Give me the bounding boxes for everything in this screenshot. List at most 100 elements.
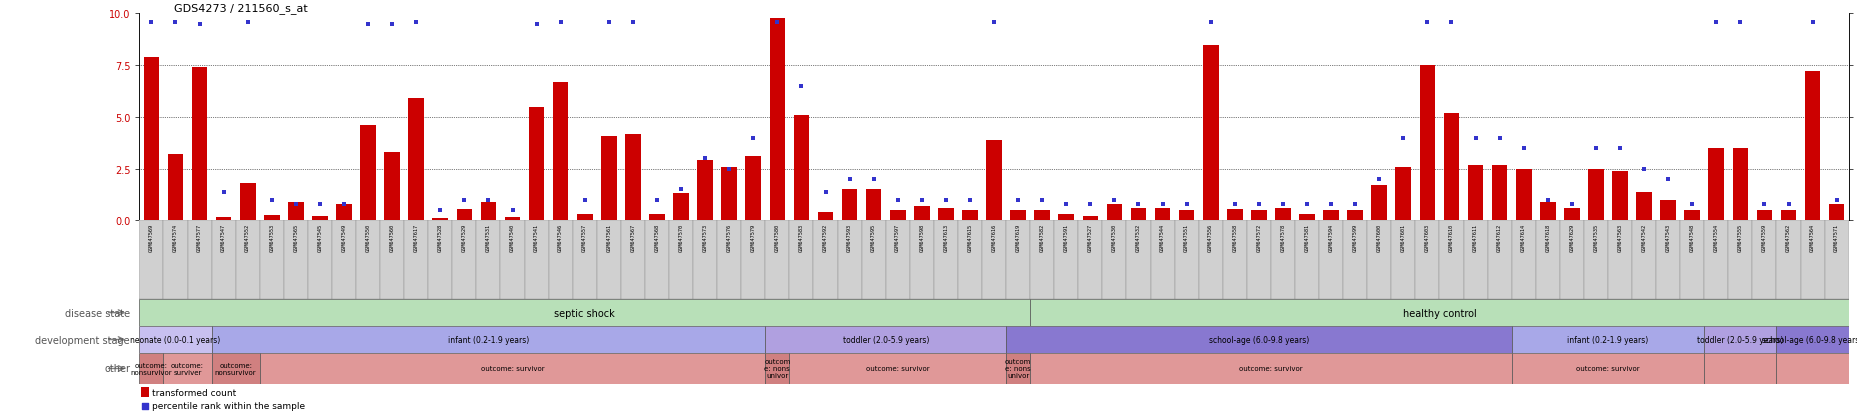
Text: transformed count: transformed count [152, 388, 236, 396]
Bar [1439, 221, 1463, 299]
Text: GSM647546: GSM647546 [557, 223, 563, 252]
Text: GSM647580: GSM647580 [774, 223, 780, 252]
Bar [427, 221, 451, 299]
Text: GSM647568: GSM647568 [654, 223, 659, 252]
Text: GSM647554: GSM647554 [1712, 223, 1718, 252]
Text: GSM647619: GSM647619 [1016, 223, 1019, 252]
Bar [1536, 221, 1560, 299]
Text: outcom
e: nons
univor: outcom e: nons univor [1005, 358, 1031, 379]
Text: GSM647572: GSM647572 [1255, 223, 1261, 252]
Bar [405, 221, 427, 299]
Text: GSM647553: GSM647553 [269, 223, 275, 252]
Text: school-age (6.0-9.8 years): school-age (6.0-9.8 years) [1209, 335, 1309, 344]
Text: GSM647550: GSM647550 [366, 223, 370, 252]
Text: development stage: development stage [35, 335, 130, 345]
Text: GSM647618: GSM647618 [1545, 223, 1549, 252]
Point [1653, 176, 1682, 183]
Text: GSM647543: GSM647543 [1664, 223, 1669, 252]
Bar [139, 299, 1029, 326]
Point [377, 21, 407, 28]
Bar [1588, 169, 1603, 221]
Bar [139, 353, 163, 384]
Bar [1246, 221, 1270, 299]
Point [1580, 145, 1610, 152]
Bar [1077, 221, 1101, 299]
Bar [1058, 215, 1073, 221]
Point [1677, 201, 1707, 208]
Bar [212, 221, 236, 299]
Point [1532, 197, 1562, 204]
Text: GSM647582: GSM647582 [1040, 223, 1044, 252]
Bar [1149, 221, 1174, 299]
Bar [1222, 221, 1246, 299]
Text: GDS4273 / 211560_s_at: GDS4273 / 211560_s_at [173, 4, 306, 14]
Point [449, 197, 479, 204]
Bar [817, 213, 834, 221]
Bar [696, 161, 713, 221]
Bar [1053, 221, 1077, 299]
Text: GSM647611: GSM647611 [1473, 223, 1478, 252]
Point [1266, 201, 1296, 208]
Bar [914, 206, 928, 221]
Bar [669, 221, 693, 299]
Text: outcome: survivor: outcome: survivor [481, 366, 544, 372]
Text: GSM647548: GSM647548 [1688, 223, 1694, 252]
Text: GSM647562: GSM647562 [1785, 223, 1790, 252]
Bar [1515, 169, 1530, 221]
Bar [1294, 221, 1318, 299]
Bar [1391, 221, 1415, 299]
Bar [1370, 186, 1387, 221]
Point [1075, 201, 1105, 208]
Bar [1775, 221, 1799, 299]
Text: toddler (2.0-5.9 years): toddler (2.0-5.9 years) [841, 335, 928, 344]
Bar [1512, 353, 1703, 384]
Point [906, 197, 936, 204]
Bar [1487, 221, 1512, 299]
Bar [1684, 211, 1699, 221]
Text: GSM647528: GSM647528 [438, 223, 442, 252]
Point [1027, 197, 1057, 204]
Bar [1153, 209, 1170, 221]
Bar [1660, 200, 1675, 221]
Text: GSM647599: GSM647599 [1352, 223, 1357, 252]
Bar [1029, 353, 1512, 384]
Bar [958, 221, 982, 299]
Point [979, 19, 1008, 26]
Bar [409, 99, 423, 221]
Text: school-age (6.0-9.8 years): school-age (6.0-9.8 years) [1762, 335, 1857, 344]
Point [1123, 201, 1153, 208]
Bar [215, 218, 232, 221]
Bar [475, 221, 500, 299]
Bar [163, 353, 212, 384]
Bar [841, 190, 856, 221]
Bar [672, 193, 689, 221]
Bar [1703, 353, 1775, 384]
Point [930, 197, 960, 204]
Text: GSM647573: GSM647573 [702, 223, 708, 252]
Bar [548, 221, 572, 299]
Bar [163, 221, 188, 299]
Point [954, 197, 984, 204]
Point [280, 201, 310, 208]
Bar [1606, 221, 1630, 299]
Point [570, 197, 600, 204]
Text: GSM647601: GSM647601 [1400, 223, 1406, 252]
Bar [648, 215, 665, 221]
Text: GSM647532: GSM647532 [1135, 223, 1140, 252]
Text: GSM647581: GSM647581 [1304, 223, 1309, 252]
Bar [1703, 221, 1727, 299]
Bar [1318, 221, 1343, 299]
Bar [1226, 210, 1242, 221]
Bar [962, 211, 977, 221]
Text: GSM647551: GSM647551 [1183, 223, 1188, 252]
Bar [1270, 221, 1294, 299]
Bar [332, 221, 357, 299]
Text: GSM647555: GSM647555 [1736, 223, 1742, 252]
Bar [1803, 72, 1820, 221]
Bar [433, 219, 448, 221]
Point [858, 176, 888, 183]
Text: healthy control: healthy control [1402, 308, 1476, 318]
Bar [384, 153, 399, 221]
Point [1435, 19, 1465, 26]
Bar [1367, 221, 1391, 299]
